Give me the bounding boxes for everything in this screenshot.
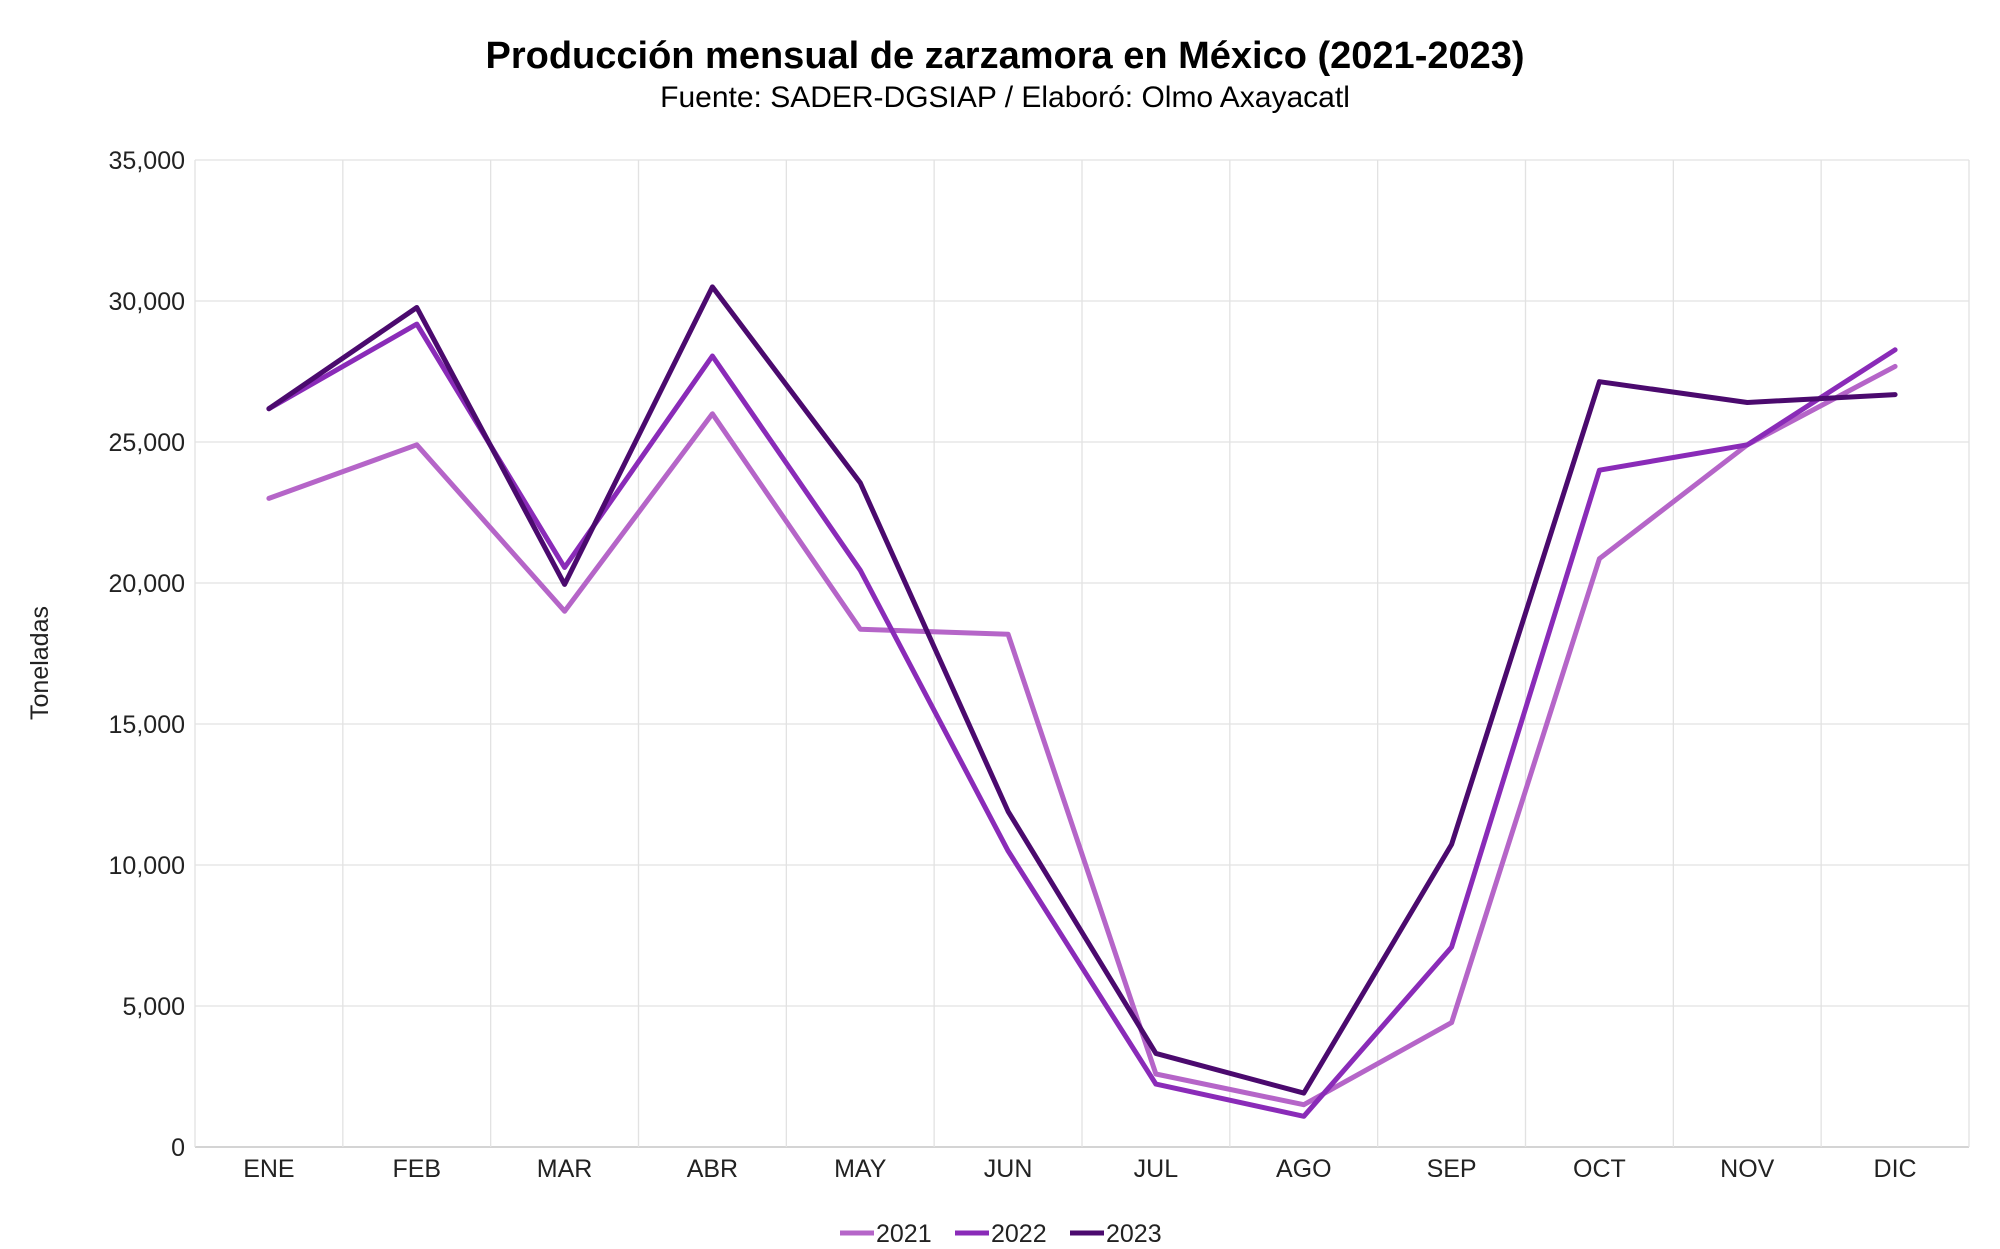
y-tick-label: 35,000 xyxy=(109,147,185,175)
x-tick-label: FEB xyxy=(392,1155,441,1183)
series-line-2022 xyxy=(266,321,1898,1119)
legend: 2021 2022 2023 xyxy=(840,1220,1162,1248)
x-tick-label: MAY xyxy=(834,1155,887,1183)
x-tick-label: AGO xyxy=(1276,1155,1332,1183)
y-tick-label: 25,000 xyxy=(109,429,185,457)
y-axis-label: Toneladas xyxy=(26,606,54,720)
series-line-2023 xyxy=(266,284,1898,1096)
series-line-2021 xyxy=(266,363,1898,1108)
x-tick-label: ENE xyxy=(243,1155,294,1183)
legend-label-2023: 2023 xyxy=(1106,1220,1162,1248)
x-tick-label: DIC xyxy=(1874,1155,1917,1183)
x-tick-label: ABR xyxy=(687,1155,738,1183)
legend-label-2022: 2022 xyxy=(991,1220,1047,1248)
y-tick-label: 0 xyxy=(171,1134,185,1162)
x-tick-label: NOV xyxy=(1720,1155,1775,1183)
x-tick-label: MAR xyxy=(537,1155,593,1183)
y-tick-label: 30,000 xyxy=(109,288,185,316)
y-tick-label: 5,000 xyxy=(122,993,185,1021)
x-tick-label: OCT xyxy=(1573,1155,1626,1183)
chart-subtitle: Fuente: SADER-DGSIAP / Elaboró: Olmo Axa… xyxy=(660,81,1350,114)
x-tick-label: JUL xyxy=(1134,1155,1179,1183)
y-tick-label: 20,000 xyxy=(109,570,185,598)
y-tick-label: 15,000 xyxy=(109,711,185,739)
legend-label-2021: 2021 xyxy=(876,1220,932,1248)
x-tick-label: SEP xyxy=(1427,1155,1477,1183)
chart-title: Producción mensual de zarzamora en Méxic… xyxy=(485,35,1524,77)
x-tick-label: JUN xyxy=(984,1155,1033,1183)
y-tick-label: 10,000 xyxy=(109,852,185,880)
